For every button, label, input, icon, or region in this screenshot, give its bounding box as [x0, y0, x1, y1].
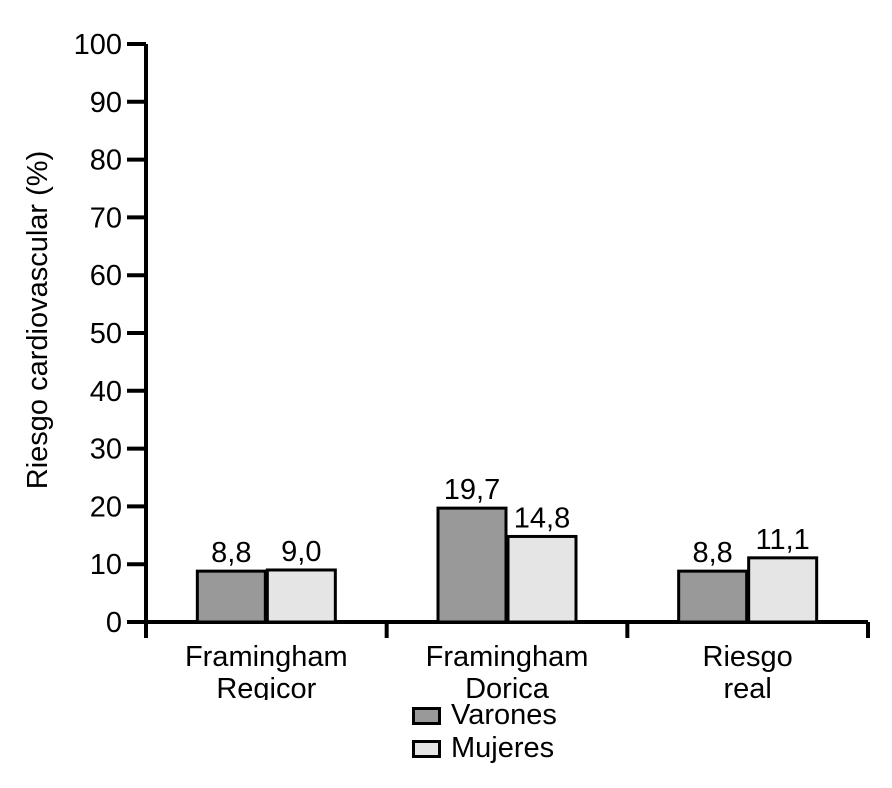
y-axis-title: Riesgo cardiovascular (%)	[22, 151, 54, 489]
legend-item-varones: Varones	[412, 700, 557, 731]
bar-mujeres-1	[506, 534, 578, 624]
legend-label-mujeres: Mujeres	[451, 732, 555, 764]
x-category-label-line: Dorica	[465, 673, 550, 700]
y-tick-label: 40	[90, 376, 122, 408]
x-category-label-line: real	[723, 673, 771, 700]
bar-varones-2	[677, 569, 749, 624]
bar-mujeres-2	[747, 556, 819, 624]
y-tick-label: 90	[90, 87, 122, 119]
bar-value-label: 9,0	[281, 536, 321, 568]
bar-varones-0	[195, 569, 267, 624]
y-tick-label: 80	[90, 145, 122, 177]
varones-color-swatch-icon	[412, 706, 441, 725]
x-category-label-line: Framingham	[426, 641, 589, 673]
bar-value-label: 11,1	[756, 524, 810, 556]
x-category-label-line: Riesgo	[703, 641, 793, 673]
y-tick-label: 30	[90, 434, 122, 466]
bar-value-label: 19,7	[444, 474, 500, 506]
bar-value-label: 14,8	[514, 502, 570, 534]
bar-value-label: 8,8	[211, 537, 251, 569]
bar-value-label: 8,8	[693, 537, 733, 569]
y-tick-label: 0	[106, 607, 122, 639]
x-category-label-line: Framingham	[185, 641, 348, 673]
x-category-label-line: Regicor	[216, 673, 316, 700]
y-tick-label: 100	[74, 29, 122, 61]
chart-legend: Varones Mujeres	[412, 700, 557, 764]
y-tick-label: 70	[90, 202, 122, 234]
y-tick-label: 50	[90, 318, 122, 350]
legend-label-varones: Varones	[451, 699, 557, 731]
legend-item-mujeres: Mujeres	[412, 733, 557, 764]
bar-mujeres-0	[265, 568, 337, 624]
bar-varones-1	[436, 506, 508, 624]
y-tick-label: 10	[90, 549, 122, 581]
mujeres-color-swatch-icon	[412, 739, 441, 758]
y-tick-label: 20	[90, 491, 122, 523]
y-tick-label: 60	[90, 260, 122, 292]
